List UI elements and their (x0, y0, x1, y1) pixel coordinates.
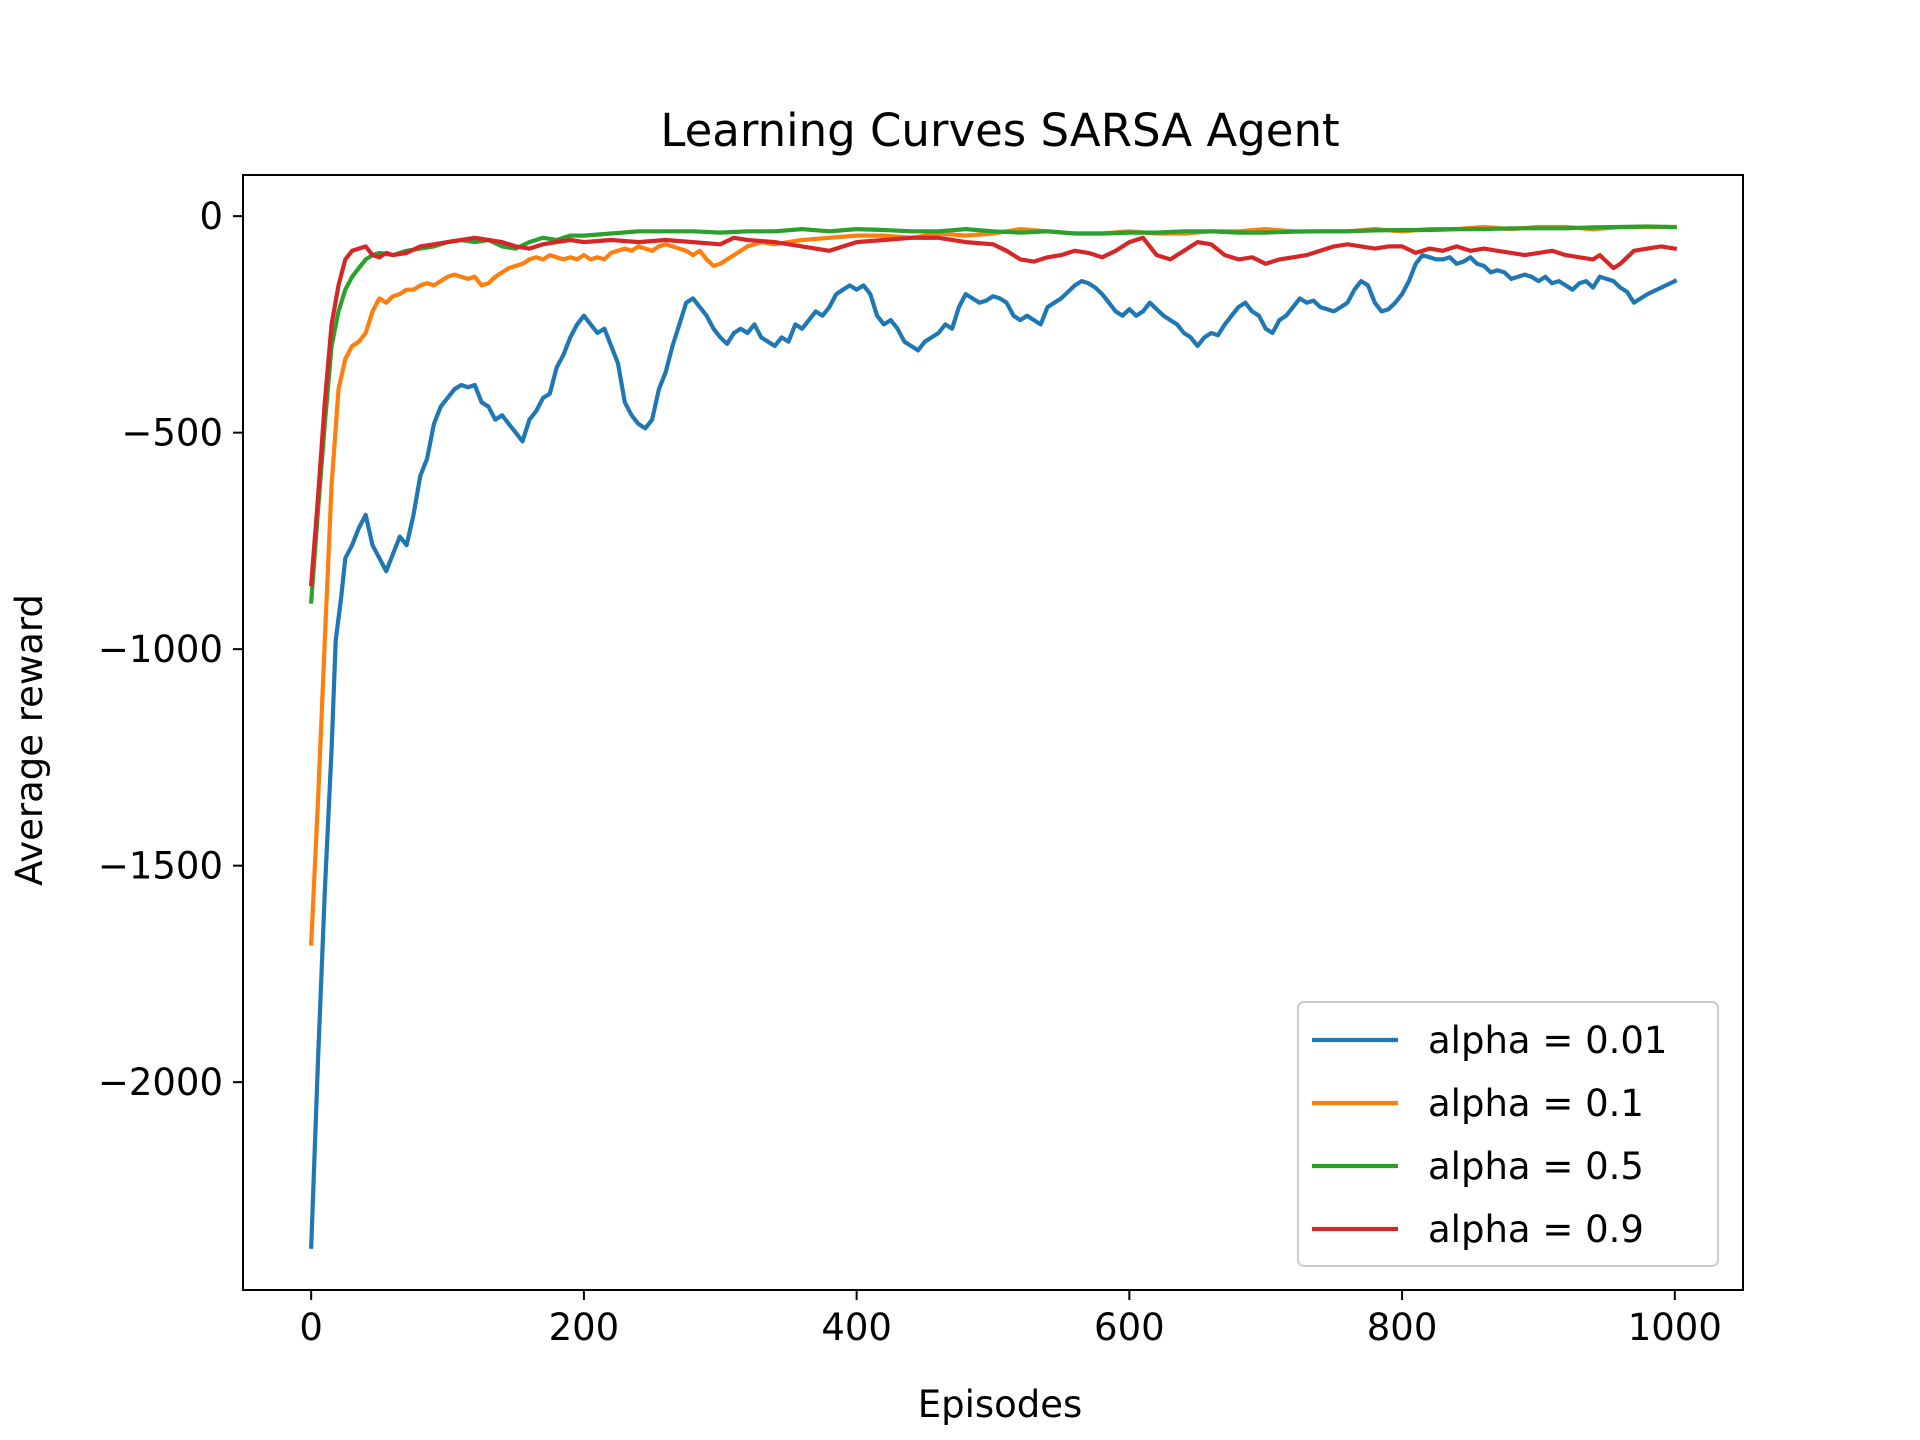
y-tick-label: 0 (199, 195, 223, 238)
series-layer (308, 224, 1678, 1249)
legend: alpha = 0.01 alpha = 0.1 alpha = 0.5 alpha … (1297, 1001, 1719, 1267)
axes-layer: 0 200 400 600 800 1000 0 −500 −1000 −1500 −2000 (98, 174, 1744, 1349)
y-axis-label: Average reward (8, 594, 51, 886)
x-axis-label: Episodes (918, 1383, 1083, 1426)
chart-title: Learning Curves SARSA Agent (660, 104, 1339, 157)
y-tick-label: −2000 (98, 1061, 223, 1104)
legend-label-1: alpha = 0.1 (1428, 1082, 1644, 1125)
legend-label-0: alpha = 0.01 (1428, 1019, 1667, 1062)
y-tick-label: −1000 (98, 628, 223, 671)
series-line-3 (308, 235, 1678, 587)
y-tick-label: −500 (121, 412, 223, 455)
legend-label-2: alpha = 0.5 (1428, 1145, 1644, 1188)
series-line-0 (309, 253, 1678, 1249)
x-tick-label: 400 (821, 1306, 892, 1349)
x-tick-label: 1000 (1628, 1306, 1722, 1349)
x-tick-label: 800 (1367, 1306, 1438, 1349)
axes-frame (242, 174, 1744, 1291)
y-tick-label: −1500 (98, 845, 223, 888)
x-tick-label: 0 (299, 1306, 323, 1349)
legend-label-3: alpha = 0.9 (1428, 1208, 1644, 1251)
legend-box (1297, 1001, 1719, 1267)
x-tick-label: 600 (1094, 1306, 1165, 1349)
x-tick-label: 200 (549, 1306, 620, 1349)
